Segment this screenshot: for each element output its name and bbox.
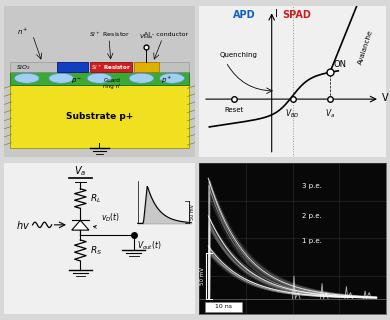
Text: $V_{bias}$: $V_{bias}$ bbox=[139, 33, 154, 42]
Ellipse shape bbox=[160, 73, 184, 83]
Bar bbox=[10, 85, 189, 148]
Text: 50 mV: 50 mV bbox=[190, 204, 195, 220]
Text: Substrate p+: Substrate p+ bbox=[66, 112, 133, 121]
Text: $v_D(t)$: $v_D(t)$ bbox=[94, 211, 121, 228]
Text: SPAD: SPAD bbox=[282, 10, 311, 20]
Text: $V_a$: $V_a$ bbox=[74, 164, 87, 178]
Text: $Si^+$ Resistor: $Si^+$ Resistor bbox=[89, 30, 129, 39]
Text: I: I bbox=[275, 10, 278, 20]
Text: 10 ns: 10 ns bbox=[215, 304, 232, 309]
Text: 3 p.e.: 3 p.e. bbox=[302, 183, 322, 189]
Text: 50 mV: 50 mV bbox=[200, 267, 205, 285]
Text: $SiO_2$: $SiO_2$ bbox=[16, 63, 30, 71]
Text: $n^+$: $n^+$ bbox=[17, 26, 29, 36]
Text: 2 p.e.: 2 p.e. bbox=[302, 213, 322, 219]
Text: $V_{out}(t)$: $V_{out}(t)$ bbox=[137, 240, 161, 252]
Text: $p^+$: $p^+$ bbox=[161, 74, 172, 85]
Text: APD: APD bbox=[233, 10, 256, 20]
Text: $hv$: $hv$ bbox=[16, 219, 30, 231]
Text: $Si^+$ Resistor: $Si^+$ Resistor bbox=[91, 63, 131, 71]
Text: $R_S$: $R_S$ bbox=[90, 245, 102, 257]
Bar bbox=[134, 62, 159, 72]
Text: Al - conductor: Al - conductor bbox=[144, 32, 188, 37]
Ellipse shape bbox=[87, 73, 112, 83]
Text: $R_L$: $R_L$ bbox=[90, 192, 101, 205]
Text: ON: ON bbox=[333, 60, 346, 69]
Polygon shape bbox=[72, 220, 89, 230]
Bar bbox=[10, 62, 189, 72]
Bar bbox=[10, 72, 189, 85]
Text: Reset: Reset bbox=[225, 107, 244, 113]
Text: Quenching: Quenching bbox=[220, 52, 257, 58]
Bar bbox=[90, 62, 132, 72]
Ellipse shape bbox=[49, 73, 74, 83]
Text: Guard
ring n': Guard ring n' bbox=[103, 78, 121, 89]
Ellipse shape bbox=[129, 73, 154, 83]
Bar bbox=[204, 301, 242, 312]
Text: $p^-$: $p^-$ bbox=[71, 76, 82, 86]
Bar bbox=[57, 62, 88, 72]
Text: Avalanche: Avalanche bbox=[357, 29, 374, 66]
Text: $V_a$: $V_a$ bbox=[325, 107, 335, 120]
Text: 1 p.e.: 1 p.e. bbox=[302, 238, 322, 244]
Text: V: V bbox=[382, 93, 388, 103]
Ellipse shape bbox=[14, 73, 39, 83]
Text: $V_{BD}$: $V_{BD}$ bbox=[285, 107, 300, 120]
